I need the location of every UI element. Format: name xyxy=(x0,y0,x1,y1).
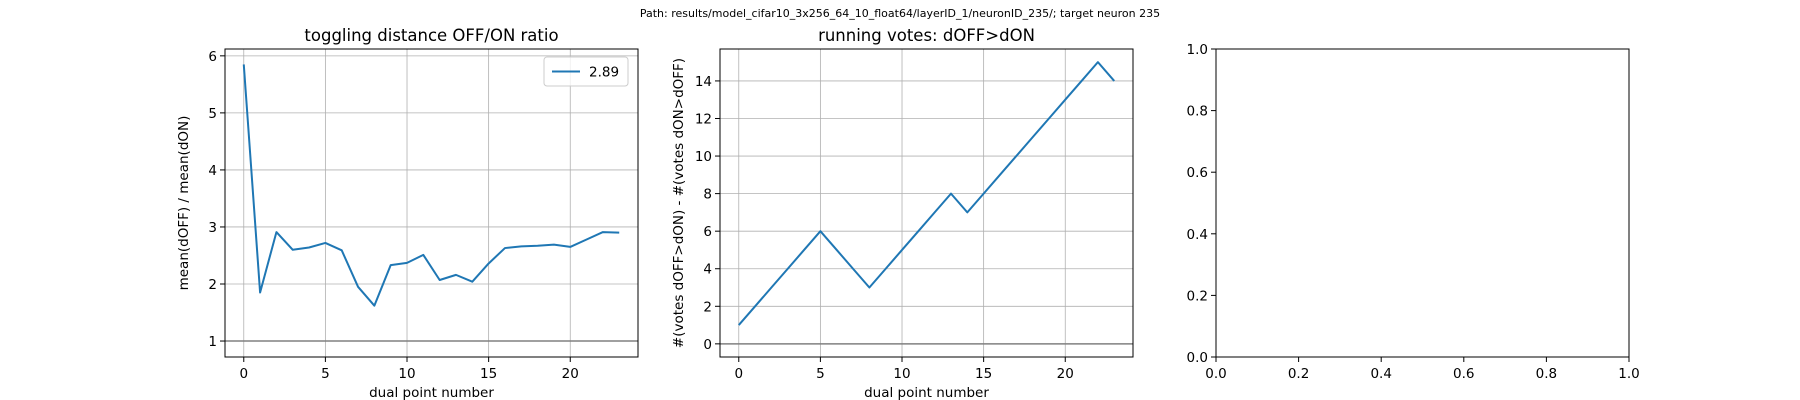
y-tick-label: 4 xyxy=(208,163,217,179)
legend-box xyxy=(543,56,629,87)
x-tick-label: 0 xyxy=(734,366,743,382)
y-tick-label: 0.0 xyxy=(1187,350,1208,366)
y-tick-label: 6 xyxy=(703,224,712,240)
x-tick-label: 10 xyxy=(398,366,415,382)
y-tick-label: 4 xyxy=(703,262,712,278)
votes-chart: 0 5 10 15 20 0 2 4 6 8 10 12 14 running votes: dOFF>d… xyxy=(671,26,1134,400)
x-tick-label: 5 xyxy=(321,366,330,382)
empty-chart: 0.0 0.2 0.4 0.6 0.8 1.0 0.0 0.2 0.4 0.6 0.8 1.0 xyxy=(1187,42,1640,382)
x-tick-label: 20 xyxy=(1057,366,1074,382)
y-tick-label: 0 xyxy=(703,337,712,353)
x-tick-label: 0.2 xyxy=(1288,366,1309,382)
ratio-chart: 0 5 10 15 20 1 2 3 4 5 6 toggling distance OFF/ON r… xyxy=(176,26,639,400)
y-tick-label: 6 xyxy=(208,49,217,65)
y-tick-label: 2 xyxy=(208,277,217,293)
legend-label: 2.89 xyxy=(589,65,619,81)
y-tick-label: 0.2 xyxy=(1187,288,1208,304)
chart-title: running votes: dOFF>dON xyxy=(818,26,1035,45)
legend: 2.89 xyxy=(543,56,629,87)
y-tick-label: 0.4 xyxy=(1187,227,1208,243)
x-tick-label: 0.6 xyxy=(1453,366,1474,382)
y-tick-label: 12 xyxy=(695,111,712,127)
y-tick-label: 1 xyxy=(208,334,217,350)
x-tick-label: 0.4 xyxy=(1370,366,1391,382)
x-axis-label: dual point number xyxy=(369,385,494,400)
x-tick-label: 15 xyxy=(480,366,497,382)
y-tick-label: 5 xyxy=(208,106,217,122)
x-tick-label: 20 xyxy=(562,366,579,382)
x-tick-label: 5 xyxy=(816,366,825,382)
y-tick-label: 3 xyxy=(208,220,217,236)
x-tick-label: 0.8 xyxy=(1536,366,1557,382)
axes-frame xyxy=(1215,48,1630,358)
y-tick-label: 10 xyxy=(695,149,712,165)
y-tick-label: 8 xyxy=(703,187,712,203)
x-tick-label: 15 xyxy=(975,366,992,382)
y-axis-label: #(votes dOFF>dON) - #(votes dON>dOFF) xyxy=(671,58,687,348)
y-tick-label: 0.8 xyxy=(1187,104,1208,120)
data-series-line xyxy=(738,61,1115,326)
x-tick-label: 10 xyxy=(893,366,910,382)
y-tick-label: 1.0 xyxy=(1187,42,1208,58)
x-tick-label: 1.0 xyxy=(1618,366,1639,382)
x-tick-label: 0 xyxy=(239,366,248,382)
y-axis-label: mean(dOFF) / mean(dON) xyxy=(176,116,192,291)
chart-title: toggling distance OFF/ON ratio xyxy=(304,26,558,45)
axes-frame xyxy=(719,48,1134,358)
x-axis-label: dual point number xyxy=(864,385,989,400)
y-tick-label: 2 xyxy=(703,299,712,315)
figure-suptitle: Path: results/model_cifar10_3x256_64_10_… xyxy=(640,7,1160,20)
axes-frame xyxy=(224,48,639,358)
x-tick-label: 0.0 xyxy=(1205,366,1226,382)
y-tick-label: 0.6 xyxy=(1187,165,1208,181)
data-series-line xyxy=(242,64,620,307)
y-tick-label: 14 xyxy=(695,74,712,90)
